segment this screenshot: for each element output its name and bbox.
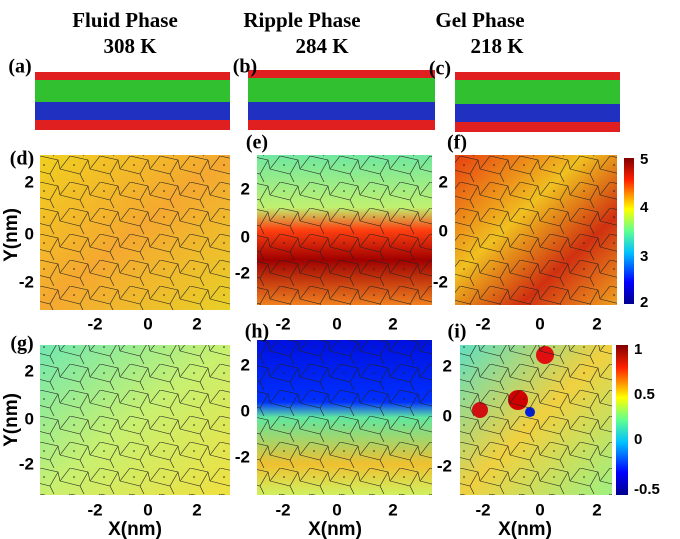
y-tick-label: 2: [241, 179, 250, 198]
voronoi-h: [257, 340, 432, 495]
voronoi-g: [40, 345, 230, 495]
colorbar-bottom: [616, 345, 628, 495]
panel-label: (f): [447, 132, 467, 154]
y-tick-label: -2: [19, 454, 34, 473]
panel-label: (d): [10, 148, 34, 170]
y-tick-label: 0: [25, 409, 34, 428]
x-tick-label: -2: [275, 500, 290, 519]
y-tick-label: 2: [443, 356, 452, 375]
x-tick-label: 0: [143, 500, 152, 519]
panel-label: (i): [448, 321, 467, 343]
y-tick-label: 0: [241, 401, 250, 420]
membrane-c-foot: [455, 122, 620, 132]
y-axis-label: Y(nm): [1, 393, 22, 447]
colorbar-tick-label: 3: [640, 248, 648, 265]
phase-title: Fluid Phase: [72, 8, 178, 32]
colorbar-tick-label: 0: [634, 431, 642, 448]
panel-label: (h): [245, 321, 269, 343]
y-tick-label: 0: [439, 221, 448, 240]
membrane-a-top: [35, 78, 230, 102]
y-tick-label: -2: [433, 272, 448, 291]
y-tick-label: -2: [235, 263, 250, 282]
panel-label: (g): [10, 333, 33, 355]
temperature: 284 K: [295, 34, 349, 58]
membrane-a-head: [35, 72, 230, 80]
y-tick-label: -2: [437, 456, 452, 475]
x-axis-label: X(nm): [308, 519, 362, 539]
voronoi-i: [460, 345, 612, 495]
x-tick-label: 2: [592, 500, 601, 519]
temperature: 308 K: [103, 34, 157, 58]
y-tick-label: 2: [241, 355, 250, 374]
voronoi-d: [40, 155, 230, 310]
x-axis-label: X(nm): [498, 519, 552, 539]
colorbar-tick-label: 2: [640, 294, 648, 311]
y-tick-label: 0: [25, 224, 34, 243]
y-tick-label: -2: [19, 272, 34, 291]
phase-title: Gel Phase: [435, 8, 524, 32]
x-tick-label: -2: [475, 500, 490, 519]
x-tick-label: 0: [535, 500, 544, 519]
panel-label: (b): [233, 56, 257, 78]
x-tick-label: 2: [592, 314, 601, 333]
y-tick-label: 0: [443, 406, 452, 425]
heatmaps: [40, 155, 634, 495]
x-tick-label: -2: [87, 500, 102, 519]
membrane-b-foot: [248, 120, 435, 130]
x-tick-label: 0: [332, 314, 341, 333]
membrane-b-top: [248, 76, 435, 102]
membrane-c-top: [455, 78, 620, 104]
colorbar-tick-label: -0.5: [634, 481, 660, 498]
y-tick-label: -2: [235, 447, 250, 466]
colorbar-top: [624, 158, 634, 304]
x-tick-label: -2: [475, 314, 490, 333]
colorbar-tick-label: 4: [640, 199, 649, 216]
membranes: [35, 70, 620, 132]
membrane-c-head: [455, 72, 620, 80]
voronoi-e: [257, 155, 432, 305]
x-tick-label: 2: [192, 500, 201, 519]
x-tick-label: 2: [388, 314, 397, 333]
voronoi-f: [455, 155, 617, 305]
x-axis-label: X(nm): [108, 519, 162, 539]
colorbar-tick-label: 5: [640, 151, 648, 168]
y-tick-label: 2: [439, 172, 448, 191]
x-tick-label: -2: [275, 314, 290, 333]
x-tick-label: -2: [87, 314, 102, 333]
y-axis-label: Y(nm): [1, 208, 22, 262]
panel-label: (e): [246, 132, 268, 154]
x-tick-label: 2: [192, 314, 201, 333]
membrane-a-foot: [35, 120, 230, 130]
x-tick-label: 0: [332, 500, 341, 519]
voronoi: [40, 155, 617, 495]
temperature: 218 K: [470, 34, 524, 58]
y-tick-label: 2: [25, 172, 34, 191]
panel-label: (a): [8, 56, 31, 78]
x-tick-label: 0: [143, 314, 152, 333]
colorbar-tick-label: 0.5: [634, 386, 655, 403]
colorbar-tick-label: 1: [634, 341, 642, 358]
x-tick-label: 0: [535, 314, 544, 333]
panel-label: (c): [429, 58, 451, 80]
y-tick-label: 0: [241, 227, 250, 246]
membrane-b-head: [248, 70, 435, 78]
x-tick-label: 2: [388, 500, 397, 519]
y-tick-label: 2: [25, 361, 34, 380]
phase-title: Ripple Phase: [243, 8, 360, 32]
